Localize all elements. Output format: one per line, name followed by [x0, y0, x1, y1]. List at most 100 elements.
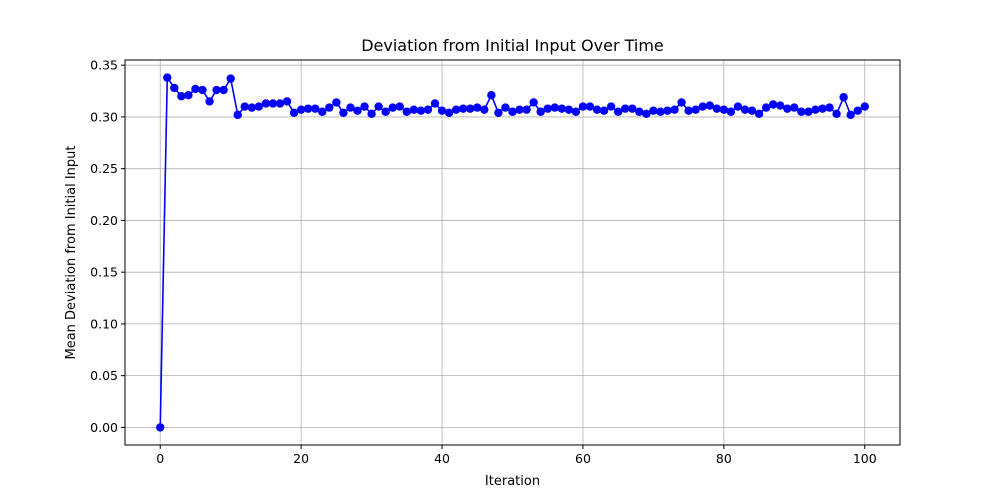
- data-point: [360, 102, 369, 111]
- data-point: [818, 104, 827, 113]
- plot-frame: [124, 59, 901, 446]
- data-point: [437, 106, 447, 115]
- data-point: [557, 104, 567, 113]
- data-point: [353, 106, 362, 115]
- data-point: [677, 98, 686, 107]
- y-tick-label: 0.20: [90, 213, 118, 228]
- grid-lines: [125, 60, 900, 445]
- data-point: [522, 105, 531, 114]
- data-point: [571, 107, 581, 116]
- y-tick-label: 0.00: [90, 420, 118, 435]
- data-point: [649, 106, 658, 115]
- x-tick-label: 100: [853, 451, 877, 466]
- data-point: [768, 100, 778, 109]
- data-point: [367, 109, 376, 119]
- data-point: [797, 107, 806, 116]
- data-point: [184, 90, 193, 100]
- data-point: [261, 99, 271, 108]
- data-point: [374, 102, 383, 111]
- y-tick-label: 0.15: [90, 265, 118, 280]
- data-point: [635, 107, 644, 116]
- data-point: [860, 102, 869, 111]
- data-point: [592, 105, 602, 114]
- data-point: [663, 106, 672, 115]
- data-series: [156, 73, 869, 432]
- data-point: [515, 105, 524, 114]
- y-tick-label: 0.10: [90, 316, 118, 331]
- data-point: [289, 108, 299, 117]
- data-point: [712, 104, 722, 113]
- data-point: [621, 104, 630, 113]
- data-point: [761, 103, 771, 112]
- data-point: [254, 102, 264, 111]
- data-point: [494, 108, 503, 117]
- data-point: [332, 98, 341, 107]
- data-point: [705, 101, 714, 110]
- data-point: [205, 97, 214, 106]
- data-point: [754, 109, 764, 119]
- data-point: [296, 105, 306, 114]
- data-point: [853, 106, 862, 115]
- data-point: [578, 102, 588, 111]
- data-point: [529, 98, 538, 107]
- data-point: [325, 103, 334, 112]
- data-point: [550, 103, 559, 112]
- data-point: [247, 103, 257, 112]
- axis-ticks: 0 20 40 60 80 100 0.00 0.05 0.10 0.15 0.20 0.25 0.30…: [90, 58, 877, 466]
- data-point: [776, 101, 785, 110]
- data-point: [416, 106, 426, 115]
- data-point: [839, 93, 848, 102]
- data-point: [163, 73, 172, 82]
- data-point: [628, 104, 637, 113]
- data-point: [219, 85, 228, 95]
- data-point: [642, 109, 651, 119]
- x-tick-label: 80: [716, 451, 732, 466]
- data-point: [825, 103, 834, 112]
- data-point: [585, 102, 595, 111]
- data-point: [719, 105, 729, 114]
- data-point: [606, 102, 616, 111]
- data-point: [811, 105, 820, 114]
- data-point: [747, 106, 757, 115]
- data-point: [846, 110, 855, 120]
- data-point: [191, 84, 200, 94]
- data-point: [395, 102, 404, 111]
- x-tick-label: 60: [575, 451, 591, 466]
- data-point: [790, 103, 799, 112]
- data-point: [177, 92, 186, 101]
- data-point: [156, 423, 165, 432]
- data-point: [212, 85, 221, 95]
- data-point: [233, 110, 242, 120]
- data-point: [613, 107, 623, 116]
- data-point: [740, 105, 750, 114]
- data-point: [339, 108, 348, 117]
- data-point: [804, 107, 813, 116]
- data-point: [346, 103, 355, 112]
- data-point: [832, 109, 841, 119]
- data-point: [466, 104, 475, 113]
- data-point: [303, 104, 313, 113]
- x-tick-label: 20: [293, 451, 309, 466]
- data-point: [240, 102, 249, 111]
- data-point: [487, 90, 496, 100]
- y-axis-title: Mean Deviation from Initial Input: [64, 145, 79, 359]
- y-tick-label: 0.25: [90, 161, 118, 176]
- data-point: [564, 105, 574, 114]
- data-point: [684, 106, 693, 115]
- data-point: [311, 104, 320, 113]
- data-point: [691, 105, 700, 114]
- x-axis-title: Iteration: [485, 474, 540, 489]
- data-point: [726, 107, 736, 116]
- data-point: [599, 106, 609, 115]
- y-tick-label: 0.35: [90, 58, 118, 73]
- data-point: [275, 99, 285, 108]
- data-point: [198, 85, 207, 95]
- data-point: [226, 74, 235, 83]
- data-point: [444, 108, 454, 117]
- data-point: [670, 105, 679, 114]
- data-point: [170, 83, 179, 93]
- data-point: [536, 107, 545, 116]
- data-point: [783, 104, 792, 113]
